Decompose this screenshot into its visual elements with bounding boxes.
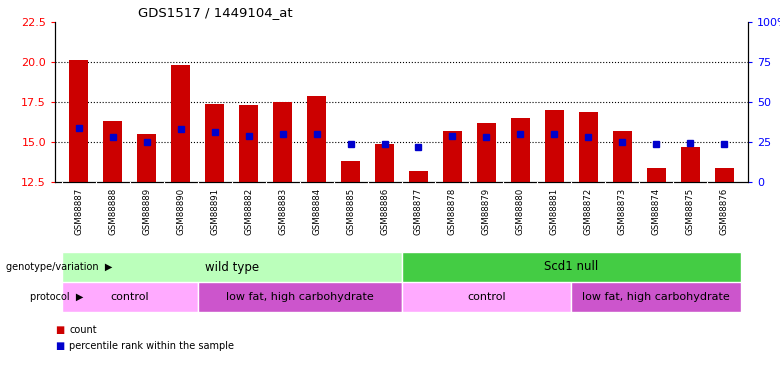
Bar xyxy=(545,110,564,182)
Bar xyxy=(410,171,427,182)
Bar xyxy=(307,96,326,182)
Text: GSM88880: GSM88880 xyxy=(516,188,525,235)
Bar xyxy=(443,131,462,182)
Bar xyxy=(579,112,597,182)
Text: low fat, high carbohydrate: low fat, high carbohydrate xyxy=(225,292,374,302)
Text: GSM88889: GSM88889 xyxy=(142,188,151,235)
Text: GSM88879: GSM88879 xyxy=(482,188,491,235)
Bar xyxy=(205,104,224,182)
Text: wild type: wild type xyxy=(204,261,259,273)
Bar xyxy=(402,282,572,312)
Text: GSM88885: GSM88885 xyxy=(346,188,355,235)
Text: GSM88884: GSM88884 xyxy=(312,188,321,235)
Text: GSM88890: GSM88890 xyxy=(176,188,185,235)
Text: count: count xyxy=(69,325,97,335)
Bar xyxy=(62,282,197,312)
Text: Scd1 null: Scd1 null xyxy=(544,261,598,273)
Bar xyxy=(197,282,402,312)
Bar xyxy=(715,168,733,182)
Text: GSM88881: GSM88881 xyxy=(550,188,558,235)
Bar xyxy=(572,282,741,312)
Text: ■: ■ xyxy=(55,341,64,351)
Bar xyxy=(172,65,190,182)
Bar xyxy=(137,134,156,182)
Text: GSM88877: GSM88877 xyxy=(414,188,423,235)
Text: GSM88873: GSM88873 xyxy=(618,188,627,235)
Bar xyxy=(511,118,530,182)
Bar xyxy=(104,121,122,182)
Bar xyxy=(341,161,360,182)
Bar xyxy=(62,252,402,282)
Text: GSM88883: GSM88883 xyxy=(278,188,287,235)
Bar xyxy=(273,102,292,182)
Text: GSM88891: GSM88891 xyxy=(210,188,219,235)
Text: GSM88875: GSM88875 xyxy=(686,188,695,235)
Text: low fat, high carbohydrate: low fat, high carbohydrate xyxy=(583,292,730,302)
Text: ■: ■ xyxy=(55,325,64,335)
Text: genotype/variation  ▶: genotype/variation ▶ xyxy=(6,262,112,272)
Bar xyxy=(613,131,632,182)
Bar xyxy=(681,147,700,182)
Bar xyxy=(69,60,88,182)
Text: GSM88878: GSM88878 xyxy=(448,188,457,235)
Text: GSM88882: GSM88882 xyxy=(244,188,254,235)
Bar xyxy=(647,168,665,182)
Bar xyxy=(239,105,258,182)
Bar xyxy=(477,123,496,182)
Text: protocol  ▶: protocol ▶ xyxy=(30,292,83,302)
Text: control: control xyxy=(111,292,149,302)
Text: GSM88872: GSM88872 xyxy=(584,188,593,235)
Text: GDS1517 / 1449104_at: GDS1517 / 1449104_at xyxy=(138,6,292,20)
Text: GSM88887: GSM88887 xyxy=(74,188,83,235)
Bar xyxy=(402,252,741,282)
Text: percentile rank within the sample: percentile rank within the sample xyxy=(69,341,234,351)
Bar xyxy=(375,144,394,182)
Text: GSM88886: GSM88886 xyxy=(380,188,389,235)
Text: GSM88876: GSM88876 xyxy=(720,188,729,235)
Text: GSM88888: GSM88888 xyxy=(108,188,117,235)
Text: GSM88874: GSM88874 xyxy=(652,188,661,235)
Text: control: control xyxy=(467,292,505,302)
